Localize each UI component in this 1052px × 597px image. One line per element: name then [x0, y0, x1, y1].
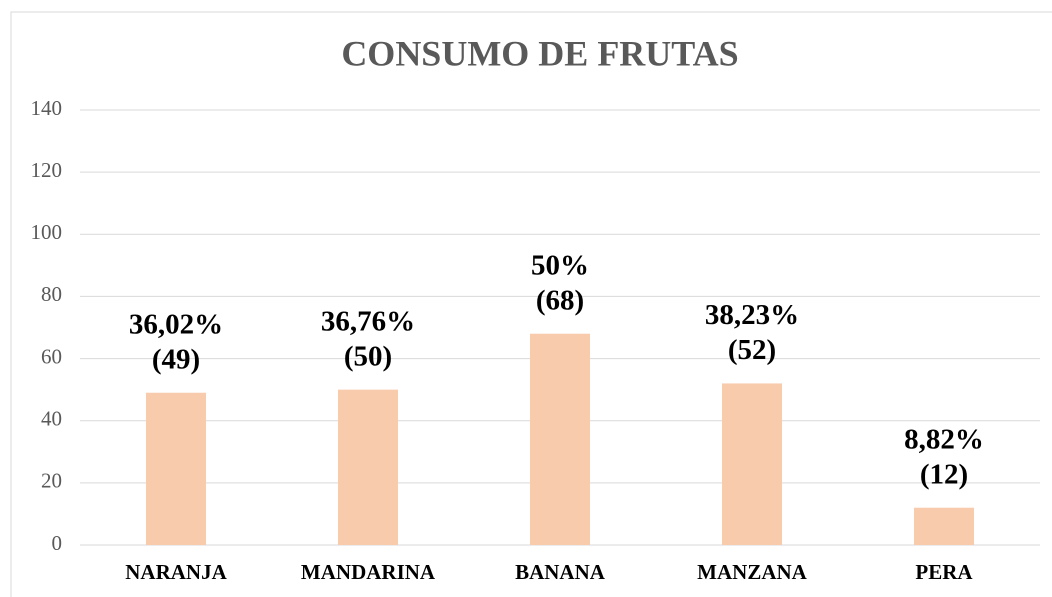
- x-tick-label: BANANA: [515, 560, 606, 584]
- value-label: (50): [344, 340, 392, 372]
- y-tick-label: 100: [31, 220, 63, 244]
- value-label: (68): [536, 284, 584, 316]
- bar: [530, 333, 590, 545]
- x-tick-label: NARANJA: [125, 560, 227, 584]
- y-tick-label: 120: [31, 158, 63, 182]
- chart-title: CONSUMO DE FRUTAS: [341, 33, 738, 73]
- x-tick-label: MANZANA: [697, 560, 807, 584]
- x-tick-label: PERA: [915, 560, 973, 584]
- bar: [722, 383, 782, 545]
- y-tick-label: 80: [41, 282, 62, 306]
- y-tick-label: 20: [41, 469, 62, 493]
- y-tick-label: 0: [52, 531, 63, 555]
- value-label: 36,02%: [129, 308, 223, 340]
- y-tick-label: 60: [41, 344, 62, 368]
- x-tick-label: MANDARINA: [301, 560, 436, 584]
- value-label: 38,23%: [705, 299, 799, 331]
- value-label: (12): [920, 458, 968, 490]
- y-tick-label: 40: [41, 407, 62, 431]
- bar: [146, 392, 206, 545]
- bar: [914, 507, 974, 545]
- y-tick-label: 140: [31, 96, 63, 120]
- bar: [338, 389, 398, 545]
- value-label: 36,76%: [321, 305, 415, 337]
- value-label: 50%: [531, 249, 589, 281]
- value-label: (49): [152, 343, 200, 375]
- value-label: (52): [728, 334, 776, 366]
- value-label: 8,82%: [904, 423, 984, 455]
